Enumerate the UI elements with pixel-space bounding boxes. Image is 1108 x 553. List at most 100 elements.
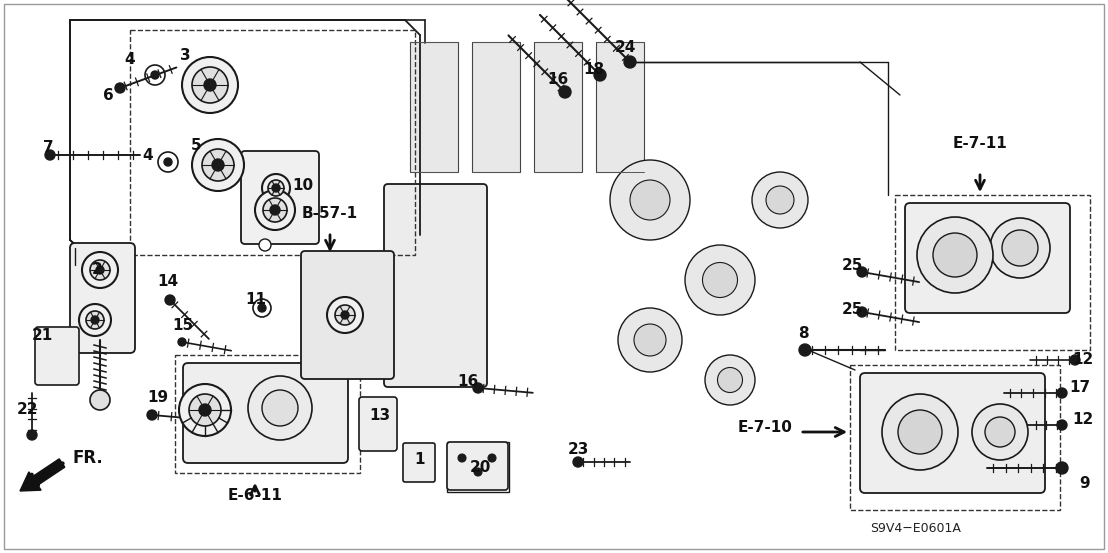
Text: 25: 25 bbox=[841, 258, 863, 273]
Circle shape bbox=[917, 217, 993, 293]
Circle shape bbox=[271, 184, 280, 192]
Bar bbox=[472, 42, 520, 172]
Text: FR.: FR. bbox=[72, 449, 103, 467]
Circle shape bbox=[268, 180, 284, 196]
Circle shape bbox=[90, 390, 110, 410]
Text: 16: 16 bbox=[547, 72, 568, 87]
Circle shape bbox=[702, 263, 738, 298]
Text: 15: 15 bbox=[173, 317, 194, 332]
Circle shape bbox=[263, 198, 287, 222]
FancyBboxPatch shape bbox=[905, 203, 1070, 313]
Bar bbox=[410, 42, 458, 172]
Circle shape bbox=[115, 83, 125, 93]
Text: 11: 11 bbox=[246, 293, 267, 307]
Circle shape bbox=[199, 404, 211, 416]
Bar bbox=[850, 365, 1060, 510]
Circle shape bbox=[192, 67, 228, 103]
Text: 20: 20 bbox=[470, 460, 491, 474]
Text: 13: 13 bbox=[369, 408, 390, 422]
Circle shape bbox=[618, 308, 683, 372]
Text: B-57-1: B-57-1 bbox=[302, 206, 358, 221]
FancyBboxPatch shape bbox=[860, 373, 1045, 493]
Text: 22: 22 bbox=[17, 403, 38, 418]
Text: 8: 8 bbox=[798, 326, 809, 341]
Circle shape bbox=[86, 311, 104, 329]
Circle shape bbox=[474, 468, 482, 476]
Text: E-6-11: E-6-11 bbox=[227, 488, 283, 503]
Circle shape bbox=[91, 316, 99, 324]
Circle shape bbox=[624, 56, 636, 68]
Text: 12: 12 bbox=[1073, 413, 1094, 427]
Circle shape bbox=[165, 295, 175, 305]
Circle shape bbox=[766, 186, 794, 214]
Bar bbox=[175, 355, 360, 473]
Circle shape bbox=[685, 245, 755, 315]
Circle shape bbox=[202, 149, 234, 181]
Text: E-7-10: E-7-10 bbox=[738, 420, 793, 435]
Text: 7: 7 bbox=[43, 140, 53, 155]
FancyBboxPatch shape bbox=[382, 17, 678, 233]
Circle shape bbox=[90, 260, 110, 280]
Circle shape bbox=[341, 311, 349, 319]
Circle shape bbox=[158, 152, 178, 172]
Circle shape bbox=[258, 304, 266, 312]
Circle shape bbox=[799, 344, 811, 356]
Circle shape bbox=[594, 69, 606, 81]
Circle shape bbox=[45, 150, 55, 160]
Circle shape bbox=[752, 172, 808, 228]
Circle shape bbox=[560, 86, 571, 98]
FancyBboxPatch shape bbox=[359, 397, 397, 451]
Text: E-7-11: E-7-11 bbox=[953, 136, 1007, 151]
Circle shape bbox=[189, 394, 220, 426]
FancyArrow shape bbox=[20, 459, 64, 491]
Circle shape bbox=[488, 454, 496, 462]
Circle shape bbox=[178, 338, 186, 346]
Circle shape bbox=[1057, 420, 1067, 430]
FancyBboxPatch shape bbox=[242, 151, 319, 244]
Text: 14: 14 bbox=[157, 274, 178, 290]
Circle shape bbox=[261, 174, 290, 202]
Circle shape bbox=[253, 299, 271, 317]
Circle shape bbox=[270, 205, 280, 215]
Text: 1: 1 bbox=[414, 452, 425, 467]
Text: 4: 4 bbox=[143, 148, 153, 163]
Circle shape bbox=[82, 252, 117, 288]
Bar bbox=[596, 42, 644, 172]
FancyBboxPatch shape bbox=[70, 243, 135, 353]
Circle shape bbox=[897, 410, 942, 454]
Circle shape bbox=[473, 383, 483, 393]
Circle shape bbox=[985, 417, 1015, 447]
Circle shape bbox=[255, 190, 295, 230]
FancyBboxPatch shape bbox=[542, 87, 897, 453]
Text: 2: 2 bbox=[92, 263, 102, 278]
Circle shape bbox=[1056, 462, 1068, 474]
Circle shape bbox=[147, 410, 157, 420]
Text: 18: 18 bbox=[584, 62, 605, 77]
Circle shape bbox=[882, 394, 958, 470]
FancyBboxPatch shape bbox=[403, 443, 435, 482]
Circle shape bbox=[27, 430, 37, 440]
Bar bbox=[895, 195, 1090, 350]
Circle shape bbox=[248, 376, 312, 440]
Circle shape bbox=[1057, 388, 1067, 398]
Circle shape bbox=[1070, 355, 1080, 365]
Text: 23: 23 bbox=[567, 442, 588, 457]
Text: 6: 6 bbox=[103, 87, 113, 102]
FancyBboxPatch shape bbox=[380, 195, 680, 375]
Text: 12: 12 bbox=[1073, 352, 1094, 368]
Circle shape bbox=[634, 324, 666, 356]
Text: 24: 24 bbox=[614, 40, 636, 55]
Circle shape bbox=[630, 180, 670, 220]
Circle shape bbox=[96, 266, 104, 274]
Circle shape bbox=[79, 304, 111, 336]
Text: 5: 5 bbox=[191, 138, 202, 153]
Circle shape bbox=[335, 305, 355, 325]
Bar bbox=[130, 30, 416, 255]
Circle shape bbox=[192, 139, 244, 191]
FancyBboxPatch shape bbox=[35, 327, 79, 385]
Text: 25: 25 bbox=[841, 302, 863, 317]
Text: 4: 4 bbox=[125, 53, 135, 67]
Bar bbox=[534, 42, 582, 172]
FancyBboxPatch shape bbox=[447, 442, 507, 490]
FancyBboxPatch shape bbox=[384, 184, 488, 387]
